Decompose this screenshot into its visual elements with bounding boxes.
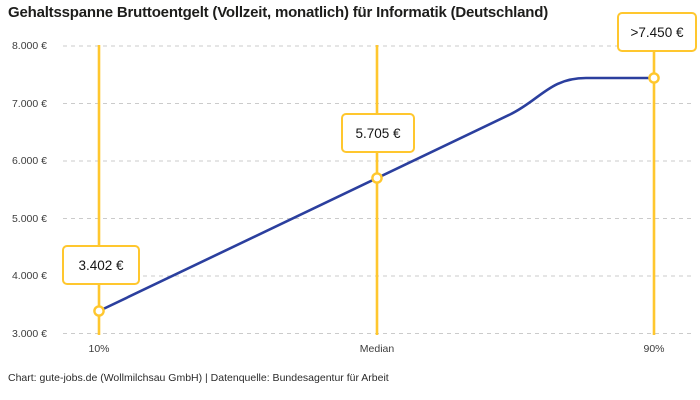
ytick-7000: 7.000 €	[11, 98, 47, 110]
value-label-median: 5.705 €	[355, 125, 401, 141]
salary-line	[97, 76, 656, 313]
chart-title: Gehaltsspanne Bruttoentgelt (Vollzeit, m…	[8, 4, 548, 21]
xtick-90pct: 90%	[643, 343, 665, 355]
ytick-4000: 4.000 €	[11, 270, 47, 282]
data-point-median	[371, 172, 383, 184]
ytick-8000: 8.000 €	[11, 40, 47, 52]
ytick-6000: 6.000 €	[11, 155, 47, 167]
value-callout-10pct: 3.402 €	[62, 245, 140, 285]
xtick-median: Median	[359, 343, 395, 355]
value-callout-median: 5.705 €	[341, 113, 415, 153]
value-callout-90pct: >7.450 €	[617, 12, 697, 52]
data-point-90pct	[648, 72, 660, 84]
value-label-90pct: >7.450 €	[630, 24, 684, 40]
chart-attribution: Chart: gute-jobs.de (Wollmilchsau GmbH) …	[8, 372, 389, 384]
xtick-10pct: 10%	[88, 343, 110, 355]
data-point-10pct	[93, 305, 105, 317]
ytick-3000: 3.000 €	[11, 328, 47, 340]
value-label-10pct: 3.402 €	[78, 257, 124, 273]
ytick-5000: 5.000 €	[11, 213, 47, 225]
